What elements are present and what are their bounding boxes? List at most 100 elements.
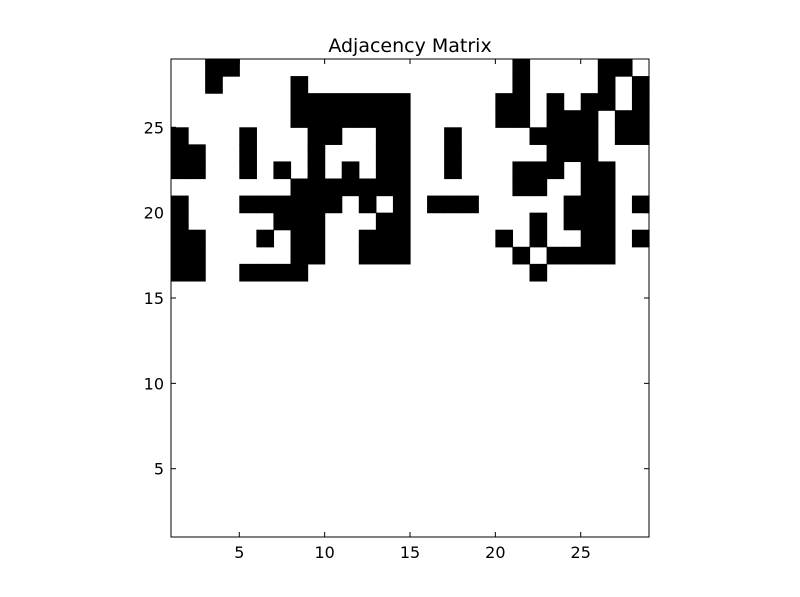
matrix-cell xyxy=(375,93,394,111)
matrix-cell xyxy=(580,212,599,231)
matrix-cell xyxy=(290,263,309,282)
matrix-cell xyxy=(580,127,599,145)
matrix-cell xyxy=(171,229,189,248)
matrix-cell xyxy=(444,127,462,145)
matrix-cell xyxy=(512,59,531,77)
matrix-cell xyxy=(307,178,326,197)
matrix-cell xyxy=(444,161,462,180)
matrix-cell xyxy=(631,127,650,145)
matrix-cell xyxy=(597,59,616,77)
matrix-cell xyxy=(171,246,189,265)
matrix-cell xyxy=(188,144,206,163)
matrix-cell xyxy=(392,195,411,214)
matrix-cell xyxy=(495,229,514,248)
matrix-cell xyxy=(392,93,411,111)
matrix-cell xyxy=(529,263,548,282)
matrix-cell xyxy=(171,195,189,214)
matrix-cell xyxy=(529,127,548,145)
matrix-cell xyxy=(324,178,343,197)
matrix-cell xyxy=(563,195,582,214)
matrix-cell xyxy=(597,195,616,214)
matrix-cell xyxy=(631,229,650,248)
matrix-cell xyxy=(580,93,599,111)
matrix-cell xyxy=(495,110,514,128)
matrix-cell xyxy=(597,93,616,111)
matrix-cell xyxy=(563,212,582,231)
matrix-cell xyxy=(392,110,411,128)
matrix-cell xyxy=(444,144,462,163)
matrix-cell xyxy=(614,59,633,77)
matrix-cell xyxy=(580,246,599,265)
matrix-cell xyxy=(307,246,326,265)
matrix-cell xyxy=(563,127,582,145)
matrix-cell xyxy=(290,246,309,265)
matrix-cell xyxy=(307,110,326,128)
matrix-cell xyxy=(529,229,548,248)
y-tick-label: 5 xyxy=(154,460,164,479)
matrix-cell xyxy=(597,178,616,197)
matrix-cell xyxy=(273,195,292,214)
matrix-cell xyxy=(597,76,616,94)
matrix-cell xyxy=(290,178,309,197)
matrix-cell xyxy=(273,263,292,282)
matrix-cell xyxy=(375,178,394,197)
matrix-cell xyxy=(597,229,616,248)
matrix-cell xyxy=(341,178,360,197)
matrix-cell xyxy=(580,110,599,128)
x-tick-label: 15 xyxy=(400,543,420,562)
matrix-cell xyxy=(205,76,223,94)
matrix-cell xyxy=(563,144,582,163)
matrix-cell xyxy=(375,246,394,265)
matrix-cell xyxy=(563,246,582,265)
x-tick-label: 25 xyxy=(571,543,591,562)
matrix-cell xyxy=(529,178,548,197)
matrix-cell xyxy=(546,127,565,145)
matrix-cell xyxy=(512,178,531,197)
matrix-cell xyxy=(188,246,206,265)
matrix-cell xyxy=(307,93,326,111)
matrix-cell xyxy=(205,59,223,77)
matrix-cell xyxy=(580,178,599,197)
matrix-cell xyxy=(392,127,411,145)
axis-tick-labels: 5 10 15 20 25 5 10 15 20 25 xyxy=(144,118,591,562)
matrix-cell xyxy=(392,161,411,180)
matrix-cell xyxy=(256,263,275,282)
matrix-cell xyxy=(239,195,257,214)
matrix-cell xyxy=(375,110,394,128)
matrix-cell xyxy=(358,246,377,265)
matrix-cell xyxy=(546,246,565,265)
matrix-cell xyxy=(563,110,582,128)
x-tick-label: 20 xyxy=(485,543,505,562)
matrix-cell xyxy=(580,161,599,180)
matrix-cell xyxy=(188,161,206,180)
matrix-cell xyxy=(427,195,445,214)
matrix-cell xyxy=(188,229,206,248)
matrix-cell xyxy=(546,110,565,128)
matrix-cell xyxy=(512,110,531,128)
matrix-cell xyxy=(307,195,326,214)
matrix-cell xyxy=(597,246,616,265)
matrix-cell xyxy=(324,127,343,145)
matrix-cell xyxy=(358,178,377,197)
matrix-cell xyxy=(171,144,189,163)
matrix-cell xyxy=(529,212,548,231)
matrix-cell xyxy=(239,144,257,163)
y-tick-label: 25 xyxy=(144,118,164,137)
matrix-cell xyxy=(171,212,189,231)
matrix-cell xyxy=(529,161,548,180)
matrix-cell xyxy=(324,110,343,128)
matrix-cell xyxy=(375,127,394,145)
matrix-cell xyxy=(290,110,309,128)
matrix-cell xyxy=(392,246,411,265)
matrix-cell xyxy=(171,127,189,145)
matrix-cell xyxy=(546,161,565,180)
matrix-cell xyxy=(375,161,394,180)
matrix-cell xyxy=(290,212,309,231)
matrix-cell xyxy=(512,161,531,180)
matrix-cell xyxy=(307,229,326,248)
matrix-cell xyxy=(222,59,240,77)
matrix-cell xyxy=(546,93,565,111)
matrix-cell xyxy=(307,144,326,163)
matrix-cell xyxy=(512,76,531,94)
